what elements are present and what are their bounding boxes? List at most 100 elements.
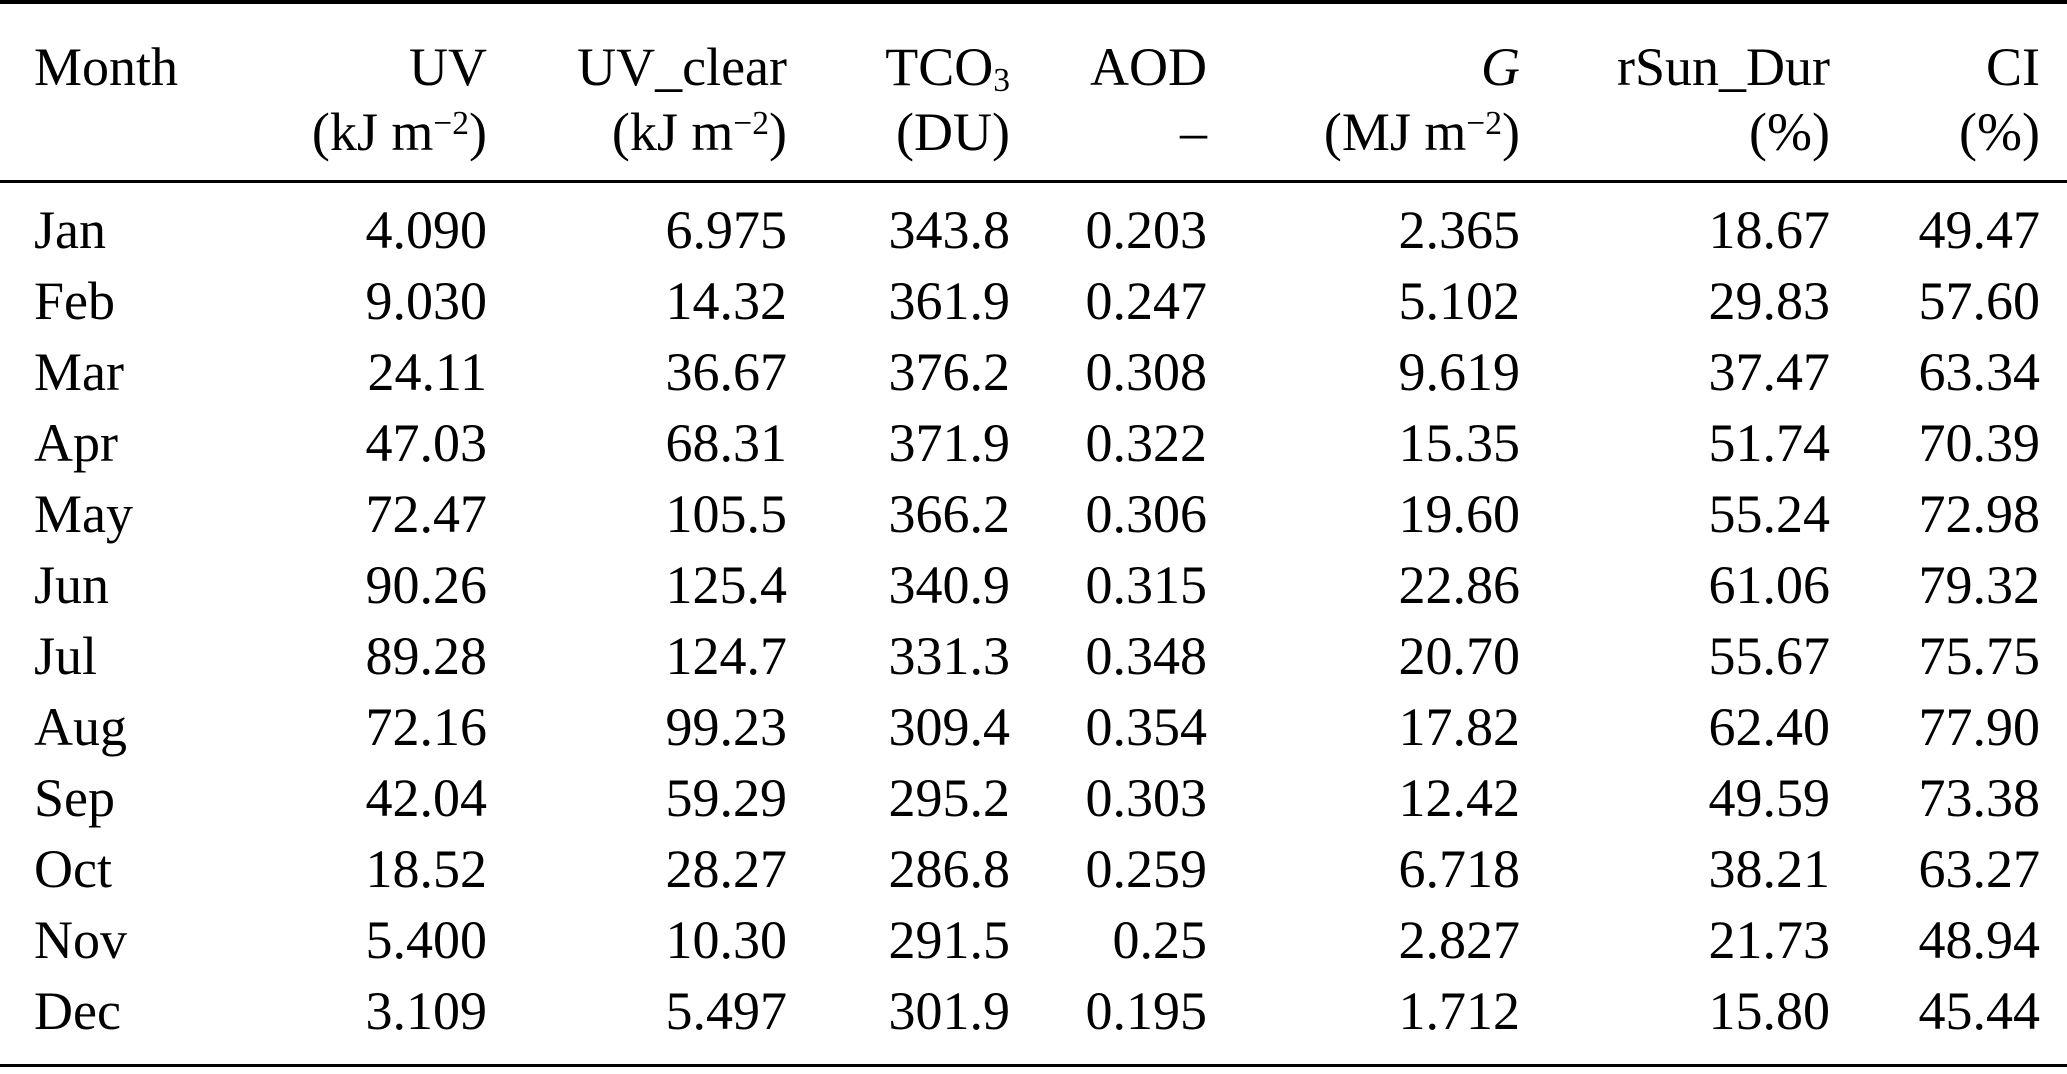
value-cell: 59.29 (665, 768, 788, 828)
table-row: Jul 89.28 124.7 331.3 0.348 20.70 55.67 75.75 (0, 621, 2067, 692)
month-cell: Dec (34, 981, 121, 1041)
unit-exponent: −2 (733, 104, 770, 142)
value-cell: 0.315 (1085, 555, 1208, 615)
value-cell: 89.28 (365, 626, 488, 686)
value-cell: 15.35 (1398, 413, 1521, 473)
value-cell: 366.2 (888, 484, 1011, 544)
value-cell: 38.21 (1708, 839, 1831, 899)
value-cell: 376.2 (888, 342, 1011, 402)
value-cell: 68.31 (665, 413, 788, 473)
value-cell: 1.712 (1398, 981, 1521, 1041)
bottom-rule (0, 1064, 2067, 1067)
value-cell: 90.26 (365, 555, 488, 615)
value-cell: 6.718 (1398, 839, 1521, 899)
unit-g: (MJ m−2) (1207, 100, 1520, 183)
tco-label: TCO (885, 37, 994, 97)
value-cell: 4.090 (365, 200, 488, 260)
table-row: Oct 18.52 28.27 286.8 0.259 6.718 38.21 63.27 (0, 834, 2067, 905)
table-row: Jan 4.090 6.975 343.8 0.203 2.365 18.67 49.47 (0, 182, 2067, 267)
month-cell: Jan (34, 200, 106, 260)
value-cell: 295.2 (888, 768, 1011, 828)
unit-text: (MJ m (1323, 102, 1467, 162)
value-cell: 371.9 (888, 413, 1011, 473)
value-cell: 73.38 (1918, 768, 2041, 828)
value-cell: 9.030 (365, 271, 488, 331)
value-cell: 0.348 (1085, 626, 1208, 686)
value-cell: 0.195 (1085, 981, 1208, 1041)
unit-text: (%) (1749, 102, 1830, 162)
month-cell: Jul (34, 626, 98, 686)
column-header-uv-clear: UV_clear (577, 37, 787, 97)
value-cell: 72.47 (365, 484, 488, 544)
value-cell: 48.94 (1918, 910, 2041, 970)
value-cell: 77.90 (1918, 697, 2041, 757)
unit-month (0, 100, 250, 183)
value-cell: 62.40 (1708, 697, 1831, 757)
unit-text: ) (1502, 102, 1520, 162)
column-header-g: G (1481, 37, 1520, 97)
value-cell: 9.619 (1398, 342, 1521, 402)
table-header: Month UV UV_clear TCO3 AOD G rSun_Dur CI… (0, 4, 2067, 183)
value-cell: 42.04 (365, 768, 488, 828)
unit-text: ) (469, 102, 487, 162)
value-cell: 63.34 (1918, 342, 2041, 402)
value-cell: 0.306 (1085, 484, 1208, 544)
value-cell: 286.8 (888, 839, 1011, 899)
value-cell: 15.80 (1708, 981, 1831, 1041)
value-cell: 2.365 (1398, 200, 1521, 260)
value-cell: 72.98 (1918, 484, 2041, 544)
value-cell: 343.8 (888, 200, 1011, 260)
value-cell: 55.67 (1708, 626, 1831, 686)
value-cell: 361.9 (888, 271, 1011, 331)
table-row: Aug 72.16 99.23 309.4 0.354 17.82 62.40 77.90 (0, 692, 2067, 763)
value-cell: 5.400 (365, 910, 488, 970)
value-cell: 45.44 (1918, 981, 2041, 1041)
table-row: Mar 24.11 36.67 376.2 0.308 9.619 37.47 63.34 (0, 337, 2067, 408)
unit-exponent: −2 (433, 104, 470, 142)
value-cell: 75.75 (1918, 626, 2041, 686)
value-cell: 0.247 (1085, 271, 1208, 331)
value-cell: 5.497 (665, 981, 788, 1041)
table-row: Sep 42.04 59.29 295.2 0.303 12.42 49.59 73.38 (0, 763, 2067, 834)
month-cell: May (34, 484, 133, 544)
value-cell: 2.827 (1398, 910, 1521, 970)
value-cell: 21.73 (1708, 910, 1831, 970)
value-cell: 55.24 (1708, 484, 1831, 544)
value-cell: 12.42 (1398, 768, 1521, 828)
value-cell: 51.74 (1708, 413, 1831, 473)
value-cell: 79.32 (1918, 555, 2041, 615)
column-header-month: Month (34, 37, 179, 97)
month-cell: Mar (34, 342, 124, 402)
table-row: Apr 47.03 68.31 371.9 0.322 15.35 51.74 70.39 (0, 408, 2067, 479)
value-cell: 47.03 (365, 413, 488, 473)
value-cell: 0.354 (1085, 697, 1208, 757)
value-cell: 36.67 (665, 342, 788, 402)
month-cell: Jun (34, 555, 110, 615)
value-cell: 0.308 (1085, 342, 1208, 402)
value-cell: 72.16 (365, 697, 488, 757)
value-cell: 99.23 (665, 697, 788, 757)
value-cell: 3.109 (365, 981, 488, 1041)
value-cell: 19.60 (1398, 484, 1521, 544)
value-cell: 22.86 (1398, 555, 1521, 615)
value-cell: 0.25 (1112, 910, 1208, 970)
unit-text: ) (769, 102, 787, 162)
unit-text: (kJ m (311, 102, 434, 162)
value-cell: 18.67 (1708, 200, 1831, 260)
unit-text: (%) (1959, 102, 2040, 162)
table-row: May 72.47 105.5 366.2 0.306 19.60 55.24 72.98 (0, 479, 2067, 550)
column-header-ci: CI (1986, 37, 2040, 97)
value-cell: 20.70 (1398, 626, 1521, 686)
value-cell: 6.975 (665, 200, 788, 260)
value-cell: 37.47 (1708, 342, 1831, 402)
column-header-tco3: TCO3 (787, 4, 1010, 100)
unit-uv: (kJ m−2) (250, 100, 487, 183)
unit-text: (DU) (896, 102, 1010, 162)
value-cell: 0.322 (1085, 413, 1208, 473)
value-cell: 70.39 (1918, 413, 2041, 473)
value-cell: 17.82 (1398, 697, 1521, 757)
header-unit-row: (kJ m−2) (kJ m−2) (DU) – (MJ m−2) (%) (%… (0, 100, 2067, 183)
value-cell: 10.30 (665, 910, 788, 970)
value-cell: 291.5 (888, 910, 1011, 970)
unit-tco3: (DU) (787, 100, 1010, 183)
